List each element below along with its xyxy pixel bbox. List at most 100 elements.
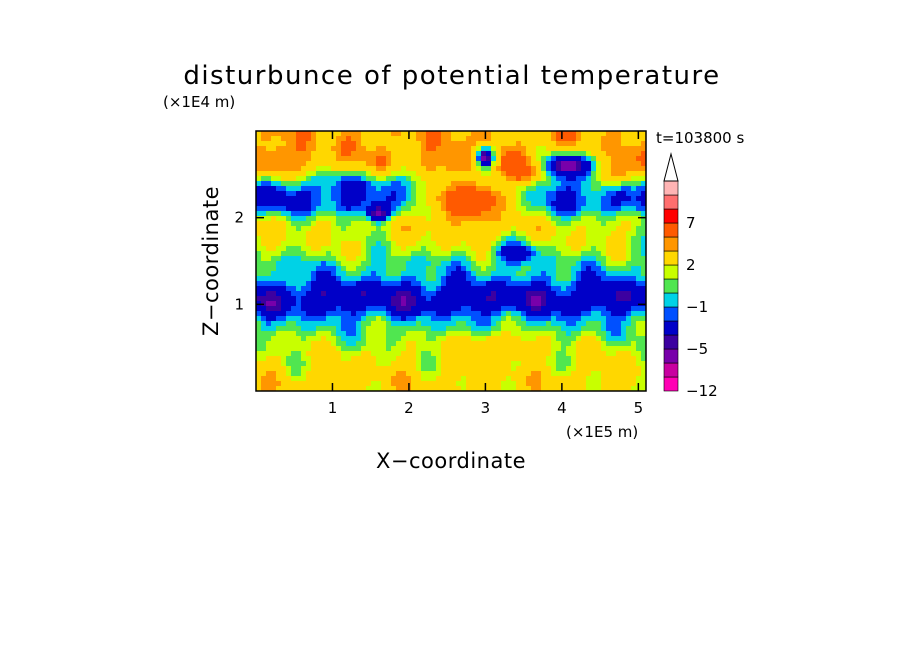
field-cell	[511, 321, 517, 327]
field-cell	[306, 366, 312, 372]
field-cell	[306, 371, 312, 377]
field-cell	[381, 176, 387, 182]
field-cell	[431, 231, 437, 237]
field-cell	[491, 316, 497, 322]
field-cell	[641, 286, 646, 292]
field-cell	[321, 151, 327, 157]
field-cell	[536, 266, 542, 272]
field-cell	[421, 241, 427, 247]
field-cell	[396, 236, 402, 242]
field-cell	[291, 301, 297, 307]
field-cell	[486, 241, 492, 247]
field-cell	[261, 261, 267, 267]
field-cell	[486, 206, 492, 212]
field-cell	[456, 191, 462, 197]
field-cell	[606, 281, 612, 287]
field-cell	[481, 176, 487, 182]
field-cell	[376, 291, 382, 297]
field-cell	[396, 171, 402, 177]
field-cell	[566, 221, 572, 227]
field-cell	[476, 206, 482, 212]
field-cell	[606, 266, 612, 272]
field-cell	[586, 191, 592, 197]
field-cell	[611, 136, 617, 142]
field-cell	[371, 196, 377, 202]
field-cell	[551, 376, 557, 382]
field-cell	[506, 346, 512, 352]
field-cell	[431, 201, 437, 207]
field-cell	[626, 236, 632, 242]
field-cell	[406, 151, 412, 157]
field-cell	[526, 181, 532, 187]
field-cell	[316, 196, 322, 202]
field-cell	[621, 221, 627, 227]
field-cell	[501, 266, 507, 272]
field-cell	[281, 351, 287, 357]
field-cell	[301, 231, 307, 237]
field-cell	[291, 326, 297, 332]
field-cell	[481, 266, 487, 272]
field-cell	[356, 236, 362, 242]
field-cell	[436, 136, 442, 142]
field-cell	[631, 131, 637, 137]
field-cell	[511, 386, 517, 391]
field-cell	[301, 161, 307, 167]
field-cell	[476, 386, 482, 391]
field-cell	[386, 321, 392, 327]
field-cell	[291, 216, 297, 222]
field-cell	[536, 301, 542, 307]
field-cell	[256, 291, 262, 297]
field-cell	[356, 186, 362, 192]
field-cell	[516, 156, 522, 162]
field-cell	[386, 301, 392, 307]
field-cell	[321, 206, 327, 212]
field-cell	[536, 296, 542, 302]
field-cell	[466, 306, 472, 312]
field-cell	[401, 206, 407, 212]
field-cell	[286, 171, 292, 177]
field-cell	[471, 346, 477, 352]
field-cell	[421, 186, 427, 192]
field-cell	[371, 206, 377, 212]
field-cell	[471, 246, 477, 252]
field-cell	[351, 341, 357, 347]
field-cell	[291, 261, 297, 267]
field-cell	[506, 141, 512, 147]
field-cell	[356, 251, 362, 257]
field-cell	[361, 306, 367, 312]
field-cell	[486, 201, 492, 207]
field-cell	[501, 166, 507, 172]
field-cell	[551, 326, 557, 332]
field-cell	[416, 366, 422, 372]
field-cell	[561, 176, 567, 182]
field-cell	[606, 181, 612, 187]
field-cell	[441, 211, 447, 217]
field-cell	[461, 381, 467, 387]
field-cell	[406, 301, 412, 307]
field-cell	[306, 246, 312, 252]
field-cell	[421, 181, 427, 187]
field-cell	[466, 311, 472, 317]
field-cell	[421, 151, 427, 157]
field-cell	[616, 346, 622, 352]
field-cell	[271, 166, 277, 172]
field-cell	[411, 361, 417, 367]
field-cell	[366, 156, 372, 162]
field-cell	[486, 296, 492, 302]
field-cell	[411, 351, 417, 357]
field-cell	[631, 366, 637, 372]
field-cell	[446, 141, 452, 147]
field-cell	[471, 361, 477, 367]
field-cell	[531, 371, 537, 377]
field-cell	[626, 296, 632, 302]
field-cell	[406, 241, 412, 247]
field-cell	[616, 181, 622, 187]
field-cell	[316, 256, 322, 262]
field-cell	[431, 381, 437, 387]
field-cell	[611, 361, 617, 367]
field-cell	[351, 206, 357, 212]
field-cell	[546, 211, 552, 217]
field-cell	[586, 291, 592, 297]
field-cell	[431, 251, 437, 257]
field-cell	[471, 236, 477, 242]
